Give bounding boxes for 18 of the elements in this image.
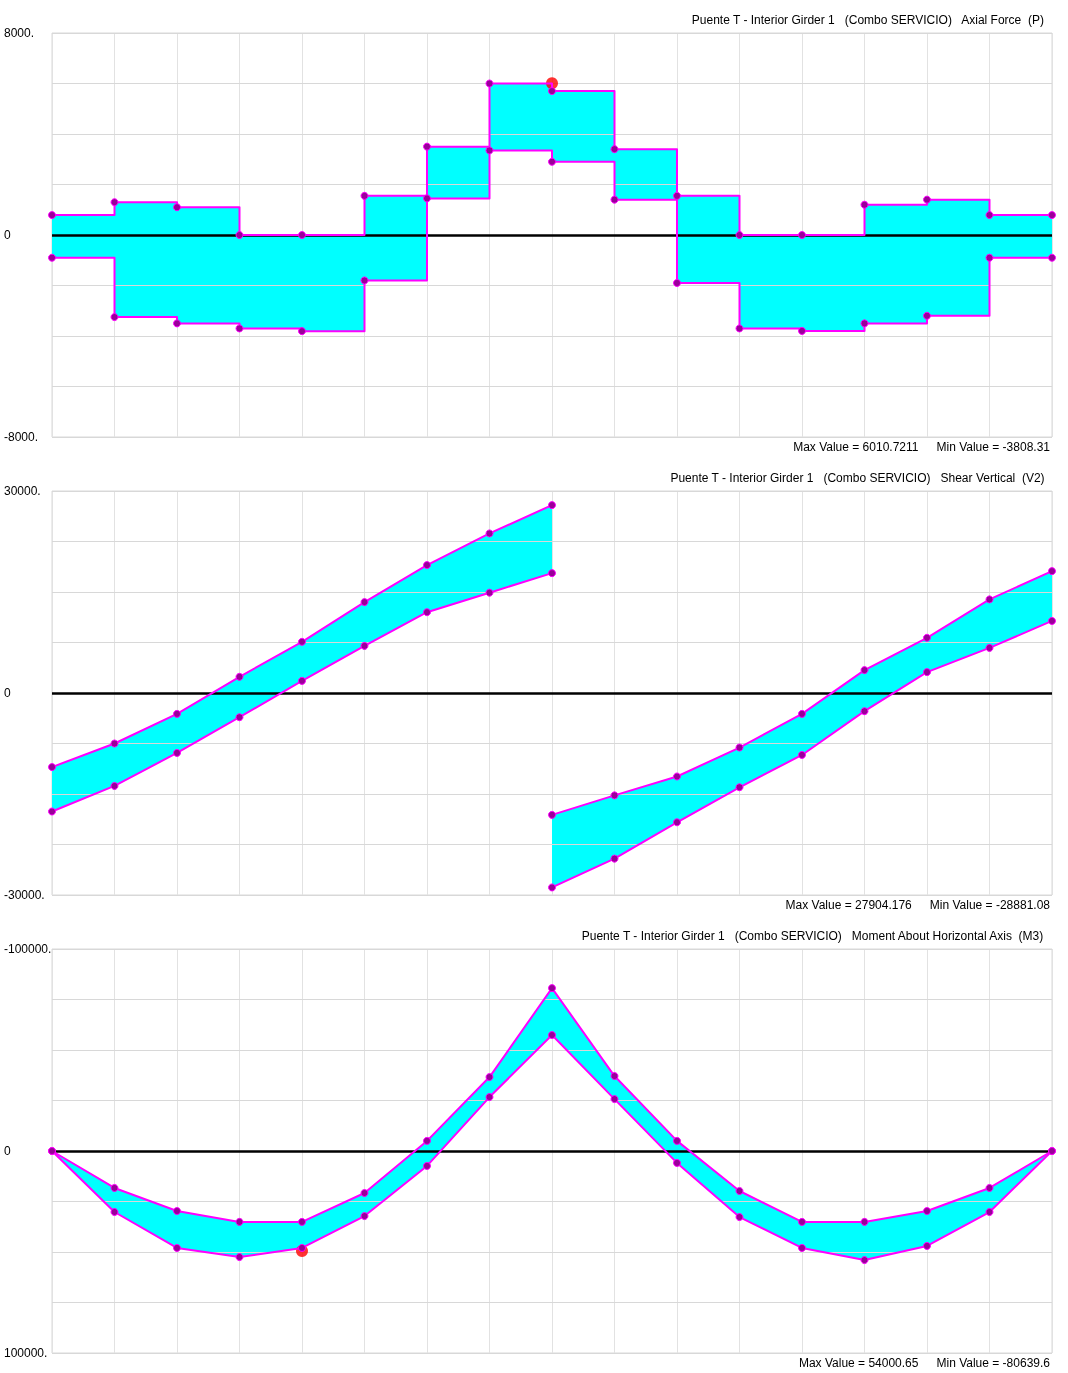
y-tick-label: -30000. bbox=[4, 888, 45, 902]
y-tick-label: -100000. bbox=[4, 942, 52, 956]
chart-title: Puente T - Interior Girder 1 (Combo SERVICIO) Axial Force (P) bbox=[691, 13, 1044, 27]
y-tick-label: 0 bbox=[4, 228, 11, 242]
y-tick-label: 30000. bbox=[4, 484, 41, 498]
text: Max Value = 6010.7211 bbox=[793, 440, 919, 454]
y-tick-label: -8000. bbox=[4, 430, 39, 444]
y-tick-label: 0 bbox=[4, 1144, 11, 1158]
chart-title: Puente T - Interior Girder 1 (Combo SERVICIO) Shear Vertical (V2) bbox=[670, 471, 1045, 485]
y-tick-label: 0 bbox=[4, 686, 11, 700]
y-tick-label: 8000. bbox=[4, 26, 35, 40]
y-tick-label: 100000. bbox=[4, 1346, 48, 1360]
text: Min Value = -3808.31 bbox=[936, 440, 1050, 454]
text: Min Value = -28881.08 bbox=[929, 898, 1050, 912]
chart-title: Puente T - Interior Girder 1 (Combo SERVICIO) Moment About Horizontal Axis (M3) bbox=[581, 929, 1044, 943]
text: Max Value = 27904.176 bbox=[785, 898, 912, 912]
text: Min Value = -80639.6 bbox=[936, 1356, 1050, 1370]
text: Max Value = 54000.65 bbox=[798, 1356, 919, 1370]
